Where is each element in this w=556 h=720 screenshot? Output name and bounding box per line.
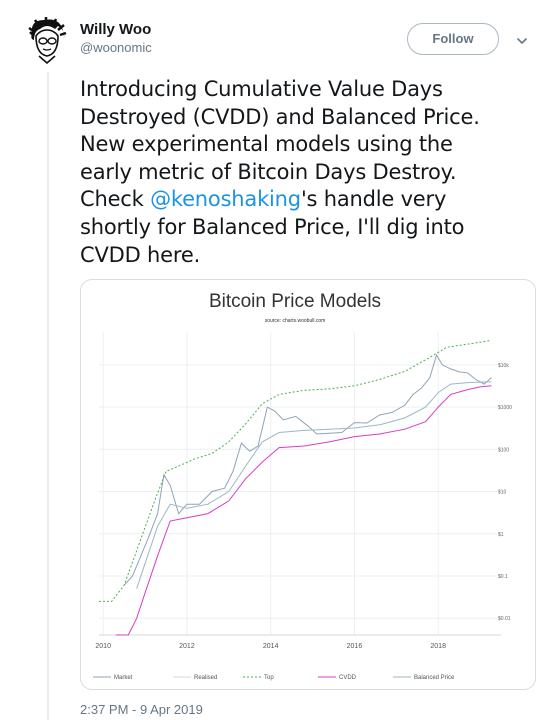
series-line-top xyxy=(99,339,492,602)
follow-button[interactable]: Follow xyxy=(407,23,499,55)
y-tick-label: $10 xyxy=(498,490,507,496)
avatar[interactable] xyxy=(22,14,72,64)
y-tick-label: $1 xyxy=(498,532,504,538)
legend-label: Top xyxy=(264,675,274,681)
tweet-line: Destroyed (CVDD) and Balanced Price. xyxy=(80,104,480,129)
legend-label: Market xyxy=(114,675,133,681)
x-tick-label: 2010 xyxy=(95,643,111,650)
tweet-line: Check @kenoshaking's handle very xyxy=(80,186,540,214)
chart-title: Bitcoin Price Models xyxy=(209,291,381,312)
x-tick-label: 2012 xyxy=(179,643,195,650)
author-handle[interactable]: @woonomic xyxy=(80,40,152,55)
legend-label: Balanced Price xyxy=(414,675,455,681)
tweet-line: shortly for Balanced Price, I'll dig int… xyxy=(80,214,465,239)
tweet-line: early metric of Bitcoin Days Destroy. xyxy=(80,159,457,184)
series-line-balanced-price xyxy=(136,381,492,589)
legend-label: Realised xyxy=(194,675,217,681)
tweet-line: New experimental models using the xyxy=(80,132,453,157)
x-tick-label: 2018 xyxy=(430,643,446,650)
tweet-text-fragment: Check xyxy=(80,187,151,212)
chart-subtitle: source: charts.woobull.com xyxy=(265,318,326,324)
y-tick-label: $100 xyxy=(498,447,509,453)
chevron-down-icon[interactable] xyxy=(514,33,530,49)
bitcoin-price-chart: Bitcoin Price Models source: charts.woob… xyxy=(93,291,512,681)
author-name[interactable]: Willy Woo xyxy=(80,21,152,38)
tweet-text-fragment: 's handle very xyxy=(300,187,447,212)
legend-label: CVDD xyxy=(339,675,357,681)
tweet-line: Introducing Cumulative Value Days xyxy=(80,77,443,101)
media-image[interactable]: Bitcoin Price Models source: charts.woob… xyxy=(80,279,536,690)
mention-link[interactable]: @kenoshaking xyxy=(150,187,301,212)
chart-grid xyxy=(99,332,501,636)
tweet-line: CVDD here. xyxy=(80,242,201,267)
thread-line xyxy=(47,72,49,720)
x-tick-label: 2016 xyxy=(347,643,363,650)
y-tick-label: $0.1 xyxy=(498,574,508,580)
series-line-market xyxy=(123,353,492,586)
avatar-illustration-icon xyxy=(28,17,67,64)
chart-series-group xyxy=(99,339,492,636)
series-line-cvdd xyxy=(115,385,492,636)
tweet-text: Introducing Cumulative Value Days Destro… xyxy=(80,76,540,269)
y-tick-label: $0.01 xyxy=(498,616,511,622)
y-tick-label: $1000 xyxy=(498,405,512,411)
y-tick-label: $10k xyxy=(498,363,509,369)
x-axis: 2010 2012 2014 2016 2018 xyxy=(95,643,446,650)
tweet-timestamp[interactable]: 2:37 PM - 9 Apr 2019 xyxy=(80,702,203,717)
chart-legend: Market Realised Top CVDD Balanced Price xyxy=(93,675,455,681)
y-axis: $10k $1000 $100 $10 $1 $0.1 $0.01 xyxy=(498,363,512,622)
x-tick-label: 2014 xyxy=(263,643,279,650)
